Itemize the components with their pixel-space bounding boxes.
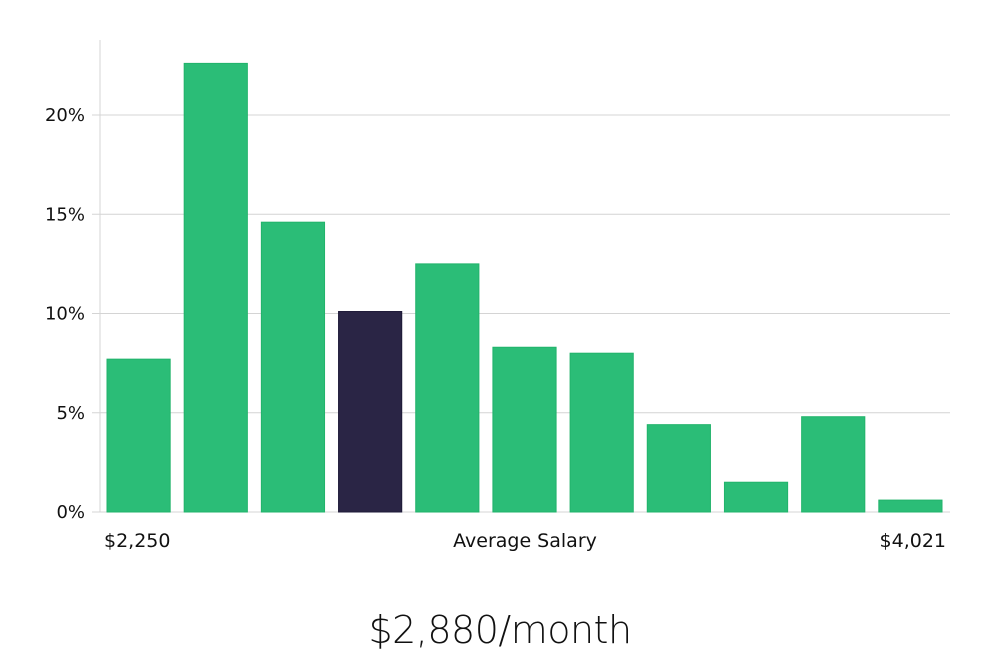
x-min-label: $2,250 <box>104 530 170 552</box>
histogram-bar <box>569 352 634 513</box>
average-salary-value: $2,880/month <box>368 608 632 652</box>
histogram-bar <box>260 221 326 513</box>
histogram-bar <box>492 346 557 513</box>
histogram-bar <box>646 424 711 513</box>
y-tick-label: 10% <box>45 304 85 325</box>
bar-layer <box>106 62 943 513</box>
histogram-bar <box>723 481 789 513</box>
histogram-bar <box>801 416 866 513</box>
y-tick-label: 15% <box>45 204 85 225</box>
histogram-plot: 0% 5% 10% 15% 20% $2,250 Average Salary $4,0… <box>45 40 950 552</box>
y-tick-label: 20% <box>45 105 85 126</box>
y-tick-label: 5% <box>56 403 85 424</box>
histogram-bar <box>878 499 943 513</box>
histogram-bar-highlighted <box>338 311 403 513</box>
x-axis-title: Average Salary <box>453 530 597 552</box>
histogram-bar <box>183 62 248 513</box>
histogram-bar <box>106 358 171 513</box>
histogram-bar <box>415 263 480 513</box>
x-max-label: $4,021 <box>880 530 946 552</box>
y-tick-layer: 0% 5% 10% 15% 20% <box>45 105 100 523</box>
y-tick-label: 0% <box>56 502 85 523</box>
